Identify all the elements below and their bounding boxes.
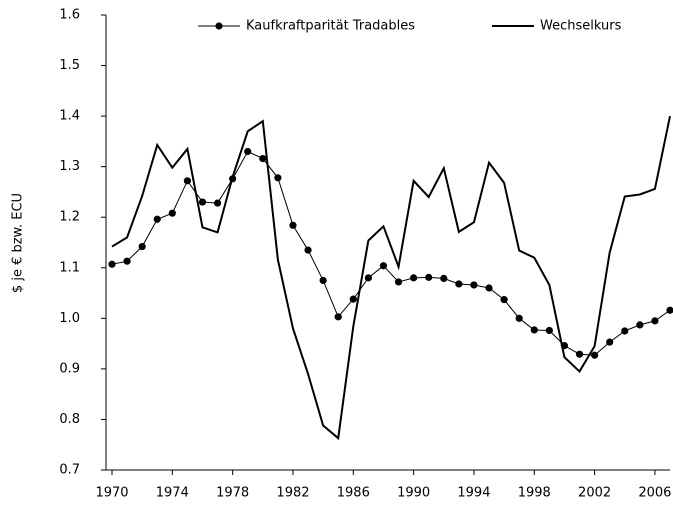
- y-tick-label: 0.7: [59, 463, 80, 478]
- series-line: [111, 150, 671, 356]
- data-point: [198, 198, 207, 206]
- data-point: [304, 246, 312, 254]
- legend-label: Kaufkraftparität Tradables: [246, 19, 415, 34]
- x-tick-label: 1982: [276, 486, 309, 501]
- data-point: [606, 338, 614, 346]
- data-point: [666, 306, 673, 314]
- y-tick-label: 1.2: [59, 210, 80, 225]
- data-point: [319, 276, 327, 285]
- data-point: [379, 262, 388, 270]
- data-point: [590, 351, 599, 359]
- data-point: [485, 284, 493, 292]
- y-tick-label: 1.3: [59, 159, 80, 174]
- data-point: [349, 295, 357, 303]
- x-tick-label: 1978: [216, 486, 249, 501]
- data-point: [123, 257, 131, 265]
- x-tick-label: 1974: [156, 486, 189, 501]
- x-tick-label: 2006: [638, 486, 671, 501]
- data-point: [410, 274, 418, 282]
- y-tick-label: 0.9: [59, 361, 80, 376]
- data-point: [138, 242, 146, 251]
- data-point: [244, 147, 252, 156]
- data-point: [364, 274, 372, 282]
- data-point: [108, 260, 116, 268]
- data-point: [621, 327, 629, 335]
- data-point: [425, 273, 433, 281]
- y-tick-label: 1.4: [59, 109, 80, 124]
- data-point: [183, 177, 192, 185]
- data-point: [575, 350, 584, 358]
- legend-marker: [215, 22, 223, 30]
- data-point: [334, 313, 342, 321]
- data-point: [168, 209, 176, 217]
- data-point: [515, 314, 523, 322]
- y-tick-label: 1.6: [59, 8, 80, 23]
- data-point: [455, 280, 463, 288]
- y-axis-label: $ je € bzw. ECU: [11, 193, 26, 293]
- data-point: [636, 321, 644, 329]
- x-tick-label: 1986: [337, 486, 370, 501]
- data-point: [440, 274, 448, 282]
- data-point: [289, 221, 297, 229]
- x-tick-label: 1970: [95, 486, 128, 501]
- data-point: [545, 326, 553, 335]
- data-point: [153, 215, 161, 223]
- y-tick-label: 0.8: [59, 412, 80, 427]
- data-point: [274, 174, 282, 182]
- data-point: [259, 154, 267, 163]
- data-point: [651, 317, 659, 325]
- x-tick-label: 1994: [457, 486, 490, 501]
- y-tick-label: 1.0: [59, 311, 80, 326]
- x-tick-label: 1990: [397, 486, 430, 501]
- data-point: [530, 326, 538, 334]
- series-line: [111, 115, 671, 441]
- data-point: [394, 278, 403, 286]
- legend-label: Wechselkurs: [540, 19, 622, 34]
- x-tick-label: 2002: [578, 486, 611, 501]
- data-point: [213, 199, 222, 207]
- y-tick-label: 1.1: [59, 260, 80, 275]
- y-tick-label: 1.5: [59, 58, 80, 73]
- x-tick-label: 1998: [518, 486, 551, 501]
- data-point: [470, 281, 478, 289]
- data-point: [500, 296, 508, 304]
